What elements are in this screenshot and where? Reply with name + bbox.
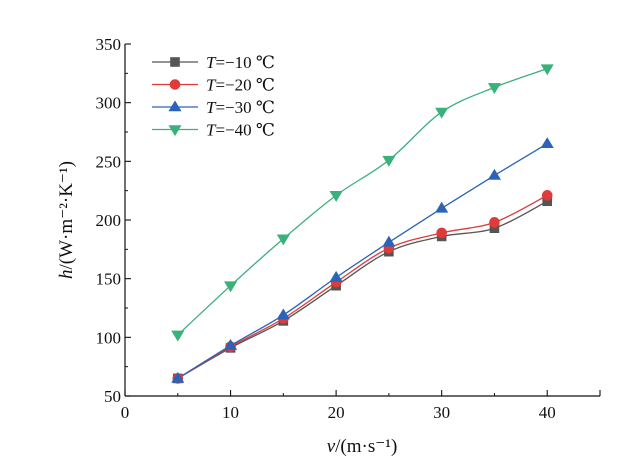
legend-marker xyxy=(168,125,182,137)
data-point xyxy=(329,270,343,282)
x-tick-label: 40 xyxy=(539,403,556,422)
data-point xyxy=(435,201,449,213)
legend-label: T=−40 ℃ xyxy=(206,121,275,140)
data-point xyxy=(489,217,500,228)
y-tick-label: 350 xyxy=(96,35,122,54)
legend-label: T=−20 ℃ xyxy=(206,76,275,95)
data-point xyxy=(171,371,185,383)
legend-marker xyxy=(169,79,181,90)
ticks: 50 100 150 200 250 300 350 0 10 20 30 40 xyxy=(96,35,601,422)
y-tick-label: 200 xyxy=(96,211,122,230)
legend: T=−10 ℃ T=−20 ℃ T=−30 ℃ T=−40 ℃ xyxy=(152,53,275,140)
x-tick-label: 30 xyxy=(433,403,450,422)
data-point xyxy=(540,137,554,149)
series-markers xyxy=(171,64,554,384)
y-tick-label: 300 xyxy=(96,94,122,113)
data-point xyxy=(487,168,501,180)
data-point xyxy=(276,234,290,246)
x-tick-label: 10 xyxy=(222,403,239,422)
data-point xyxy=(436,227,447,239)
y-axis-title: h/(W·m⁻²·K⁻¹) xyxy=(56,161,77,279)
x-tick-label: 0 xyxy=(121,403,130,422)
y-tick-label: 250 xyxy=(96,152,122,171)
legend-marker xyxy=(168,100,182,112)
legend-item: T=−10 ℃ xyxy=(152,53,275,72)
data-point xyxy=(171,330,185,342)
legend-label: T=−30 ℃ xyxy=(206,98,275,117)
data-point xyxy=(435,107,449,119)
x-axis-title: v/(m·s⁻¹) xyxy=(327,436,398,457)
data-point xyxy=(224,281,238,293)
legend-item: T=−20 ℃ xyxy=(152,76,275,95)
y-tick-label: 100 xyxy=(96,328,122,347)
x-tick-label: 20 xyxy=(328,403,345,422)
data-point xyxy=(276,308,290,320)
y-tick-label: 150 xyxy=(96,270,122,289)
axes xyxy=(124,44,600,397)
data-point xyxy=(224,338,238,350)
series-line-2 xyxy=(177,194,548,379)
data-point xyxy=(382,235,396,247)
legend-item: T=−30 ℃ xyxy=(152,98,275,117)
data-point xyxy=(329,191,343,202)
data-point xyxy=(541,190,553,201)
data-point xyxy=(382,155,396,167)
y-tick-label: 50 xyxy=(104,387,121,406)
legend-marker xyxy=(170,57,180,67)
legend-label: T=−10 ℃ xyxy=(206,53,275,72)
legend-item: T=−40 ℃ xyxy=(152,121,275,140)
data-point xyxy=(487,83,501,94)
data-point xyxy=(540,64,554,76)
